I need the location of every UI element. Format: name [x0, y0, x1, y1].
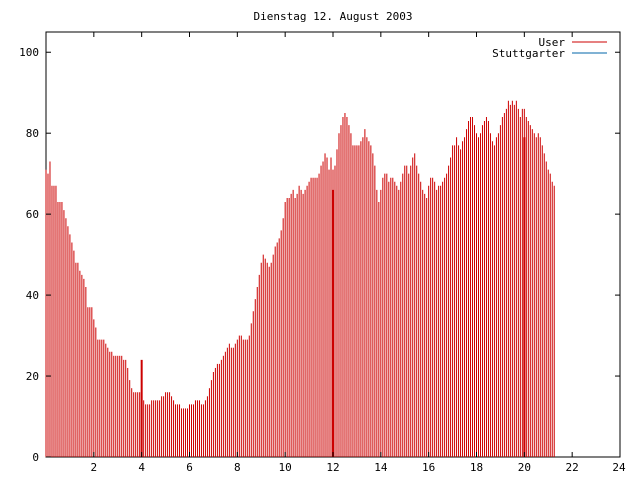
x-tick-label: 4: [138, 461, 145, 474]
chart-legend: User Stuttgarter: [492, 36, 607, 60]
chart-title: Dienstag 12. August 2003: [254, 10, 413, 23]
y-tick-label: 60: [26, 208, 39, 221]
y-tick-label: 0: [32, 451, 39, 464]
x-tick-label: 6: [186, 461, 193, 474]
x-tick-label: 8: [234, 461, 241, 474]
x-tick-label: 2: [91, 461, 98, 474]
x-tick-label: 12: [326, 461, 339, 474]
series-user-impulses: [45, 100, 555, 457]
x-tick-label: 20: [518, 461, 531, 474]
y-tick-label: 40: [26, 289, 39, 302]
x-tick-label: 24: [612, 461, 626, 474]
legend-stuttgarter-label: Stuttgarter: [492, 47, 565, 60]
x-tick-label: 16: [422, 461, 435, 474]
x-tick-label: 14: [374, 461, 388, 474]
x-tick-label: 10: [279, 461, 292, 474]
x-tick-label: 18: [470, 461, 483, 474]
y-tick-label: 100: [19, 46, 39, 59]
y-tick-label: 80: [26, 127, 39, 140]
legend-user-label: User: [539, 36, 566, 49]
y-tick-label: 20: [26, 370, 39, 383]
x-tick-label: 22: [566, 461, 579, 474]
